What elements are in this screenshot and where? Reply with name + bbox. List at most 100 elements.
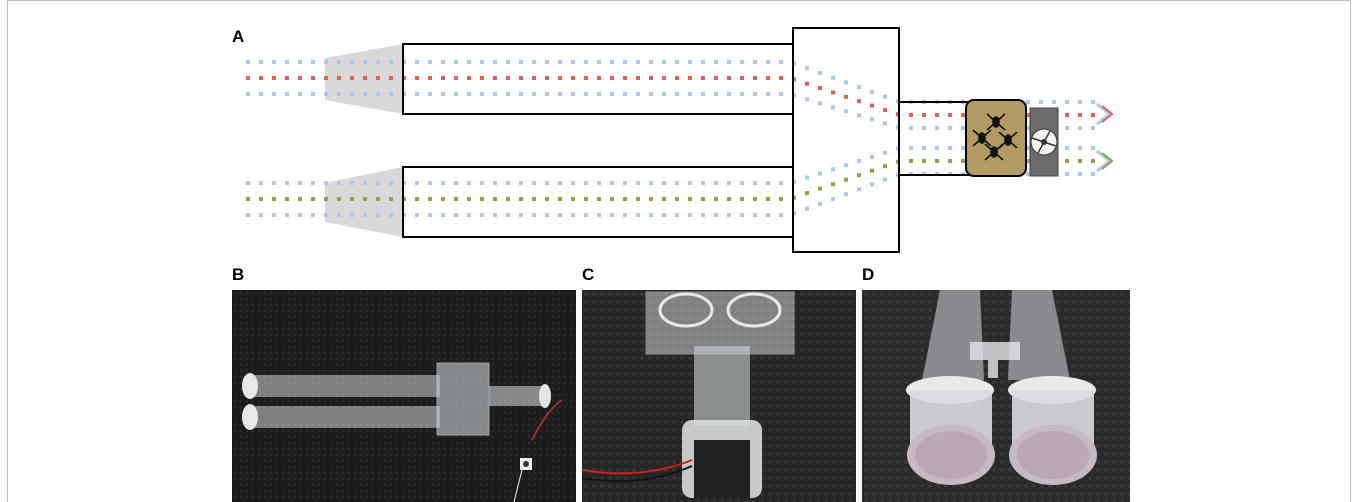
flow-dot — [727, 92, 731, 96]
flow-dot — [545, 197, 549, 201]
flow-dot — [532, 92, 536, 96]
flow-dot — [857, 187, 861, 192]
flow-dot — [350, 197, 354, 201]
flow-dot — [311, 197, 315, 201]
flow-dot — [558, 92, 562, 96]
flow-dot — [636, 181, 640, 185]
flow-dot — [662, 197, 666, 201]
flow-dot — [610, 92, 614, 96]
flow-dot — [246, 197, 250, 201]
flow-dot — [766, 197, 770, 201]
flow-dot — [558, 197, 562, 201]
flow-dot — [259, 92, 263, 96]
flow-dot — [311, 92, 315, 96]
flow-dot — [623, 181, 627, 185]
flow-dot — [649, 60, 653, 64]
flow-dot — [610, 60, 614, 64]
flow-dot — [844, 163, 848, 168]
flow-dot — [831, 182, 835, 187]
flow-dot — [532, 181, 536, 185]
panel-label-b: B — [232, 265, 245, 284]
flow-dot — [610, 197, 614, 201]
flow-dot — [857, 113, 861, 118]
flow-dot — [649, 213, 653, 217]
photo-d-tube-funnels — [862, 290, 1130, 502]
flow-dot — [350, 181, 354, 185]
flow-dot — [727, 181, 731, 185]
flow-dot — [285, 213, 289, 217]
flow-dot — [584, 92, 588, 96]
flow-dot — [1065, 113, 1069, 117]
flow-dot — [493, 181, 497, 185]
flow-dot — [506, 60, 510, 64]
flow-dot — [337, 181, 341, 185]
flow-dot — [818, 201, 822, 206]
flow-dot — [883, 121, 887, 126]
flow-dot — [714, 60, 718, 64]
flow-dot — [1026, 126, 1030, 130]
flow-dot — [701, 197, 705, 201]
flow-dot — [909, 146, 913, 150]
flow-dot — [753, 76, 757, 80]
flow-dot — [909, 113, 913, 117]
flow-dot — [376, 76, 380, 80]
flow-dot — [441, 197, 445, 201]
flow-dot — [766, 76, 770, 80]
flow-dot — [675, 213, 679, 217]
flow-dot — [480, 213, 484, 217]
flow-dot — [753, 92, 757, 96]
flow-dot — [467, 213, 471, 217]
flow-dot — [688, 181, 692, 185]
flow-dot — [831, 75, 835, 80]
flow-dot — [675, 76, 679, 80]
flow-dot — [831, 90, 835, 95]
flow-dot — [532, 76, 536, 80]
fan-icon — [1029, 107, 1059, 177]
flow-dot — [844, 94, 848, 99]
flow-dot — [285, 92, 289, 96]
flow-dot — [961, 126, 965, 130]
flow-dot — [584, 60, 588, 64]
flow-dot — [532, 197, 536, 201]
flow-dot — [688, 92, 692, 96]
flow-dot — [753, 213, 757, 217]
flow-dot — [623, 60, 627, 64]
flow-dot — [389, 60, 393, 64]
flow-dot — [857, 85, 861, 90]
flow-dot — [350, 92, 354, 96]
flow-dot — [493, 213, 497, 217]
flow-dot — [428, 60, 432, 64]
flow-dot — [272, 60, 276, 64]
flow-dot — [545, 181, 549, 185]
flow-dot — [870, 168, 874, 173]
flow-dot — [779, 92, 783, 96]
flow-dot — [662, 92, 666, 96]
flow-dot — [493, 92, 497, 96]
flow-dot — [818, 171, 822, 176]
insect-chamber — [965, 99, 1027, 177]
flow-dot — [493, 76, 497, 80]
flow-dot — [285, 181, 289, 185]
flow-dot — [571, 76, 575, 80]
flow-dot — [259, 213, 263, 217]
flow-dot — [415, 197, 419, 201]
flow-dot — [922, 126, 926, 130]
flow-dot — [1078, 172, 1082, 176]
flow-dot — [701, 76, 705, 80]
flow-dot — [649, 76, 653, 80]
panel-label-c: C — [582, 265, 595, 284]
flow-dot — [844, 177, 848, 182]
flow-dot — [467, 60, 471, 64]
flow-dot — [935, 159, 939, 163]
flow-dot — [376, 92, 380, 96]
flow-dot — [740, 60, 744, 64]
flow-dot — [480, 197, 484, 201]
flow-dot — [571, 60, 575, 64]
flow-dot — [545, 92, 549, 96]
flow-dot — [480, 181, 484, 185]
flow-dot — [922, 159, 926, 163]
flow-dot — [636, 197, 640, 201]
flow-dot — [545, 213, 549, 217]
flow-dot — [324, 197, 328, 201]
flow-dot — [1065, 146, 1069, 150]
